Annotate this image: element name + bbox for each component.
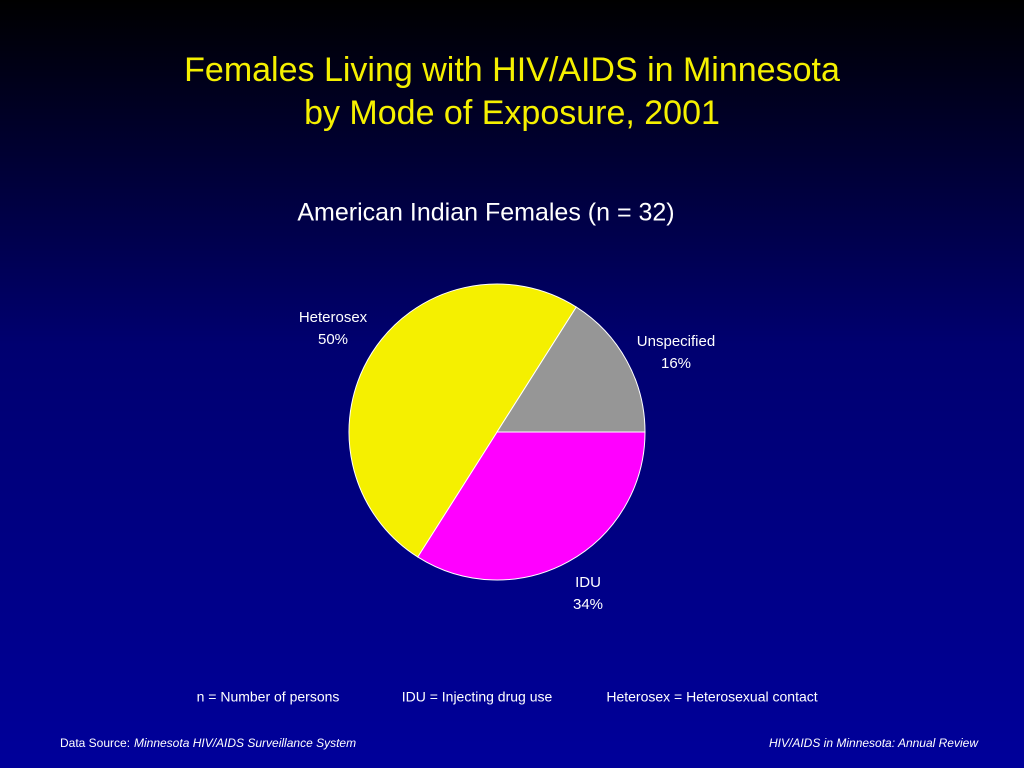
chart-title: by Mode of Exposure, 2001 — [304, 94, 720, 132]
source: Minnesota HIV/AIDS Surveillance System — [134, 736, 356, 750]
value-label: 50% — [318, 331, 348, 348]
credit: HIV/AIDS in Minnesota: Annual Review — [769, 736, 979, 750]
chart-title: Females Living with HIV/AIDS in Minnesot… — [184, 51, 840, 89]
value-label: 34% — [573, 596, 603, 613]
footnote: n = Number of persons — [197, 689, 340, 705]
pie-slice — [348, 283, 577, 558]
slice-label: IDU — [575, 574, 601, 591]
source-label: Data Source: — [60, 736, 130, 750]
pie-slice — [496, 306, 646, 433]
slice-label: Unspecified — [637, 333, 715, 350]
slice-label: Heterosex — [299, 309, 368, 326]
footnote: Heterosex = Heterosexual contact — [606, 689, 817, 705]
pie-slice — [417, 431, 646, 581]
value-label: 16% — [661, 355, 691, 372]
chart-subtitle: American Indian Females (n = 32) — [297, 199, 674, 227]
footnote: IDU = Injecting drug use — [402, 689, 553, 705]
